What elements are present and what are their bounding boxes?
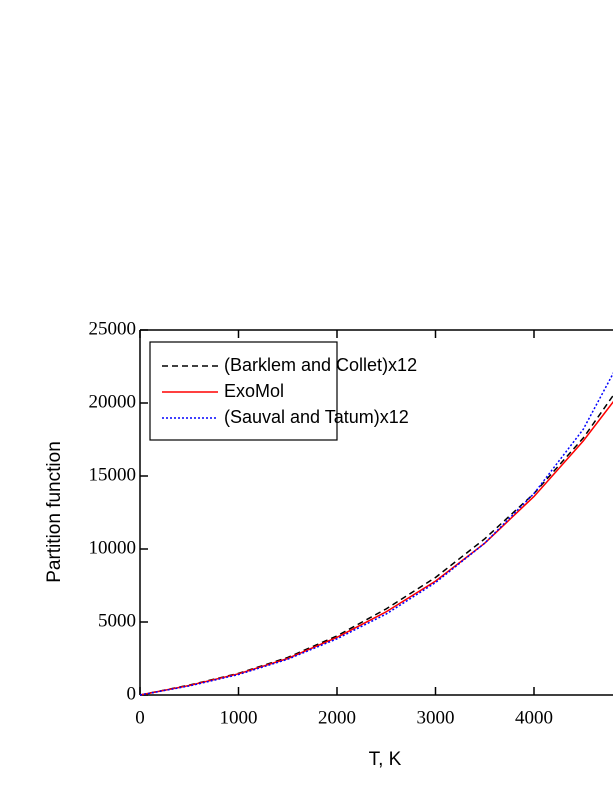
legend-label: ExoMol <box>224 381 284 401</box>
series-line <box>139 400 613 696</box>
y-tick-label: 0 <box>127 683 137 704</box>
legend-label: (Sauval and Tatum)x12 <box>224 407 409 427</box>
series-line <box>139 372 613 696</box>
legend-label: (Barklem and Collet)x12 <box>224 355 417 375</box>
x-tick-label: 3000 <box>417 707 455 728</box>
y-tick-label: 5000 <box>98 610 136 631</box>
y-axis-label: Partition function <box>44 441 65 583</box>
x-tick-label: 4000 <box>515 707 553 728</box>
x-axis-label: T, K <box>369 749 402 770</box>
y-tick-label: 15000 <box>89 464 137 485</box>
legend-box <box>149 341 338 441</box>
y-tick-label: 20000 <box>89 391 137 412</box>
y-tick-label: 25000 <box>89 318 137 339</box>
x-tick-label: 0 <box>135 707 145 728</box>
y-tick-label: 10000 <box>89 537 137 558</box>
x-tick-label: 2000 <box>318 707 356 728</box>
x-tick-label: 1000 <box>220 707 258 728</box>
